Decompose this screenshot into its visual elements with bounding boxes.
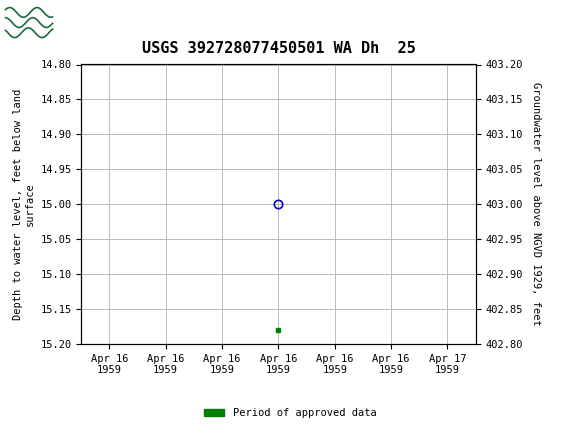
Text: USGS: USGS <box>67 14 122 31</box>
Legend: Period of approved data: Period of approved data <box>200 404 380 423</box>
Y-axis label: Groundwater level above NGVD 1929, feet: Groundwater level above NGVD 1929, feet <box>531 83 541 326</box>
Title: USGS 392728077450501 WA Dh  25: USGS 392728077450501 WA Dh 25 <box>142 41 415 56</box>
Y-axis label: Depth to water level, feet below land
surface: Depth to water level, feet below land su… <box>13 89 35 320</box>
